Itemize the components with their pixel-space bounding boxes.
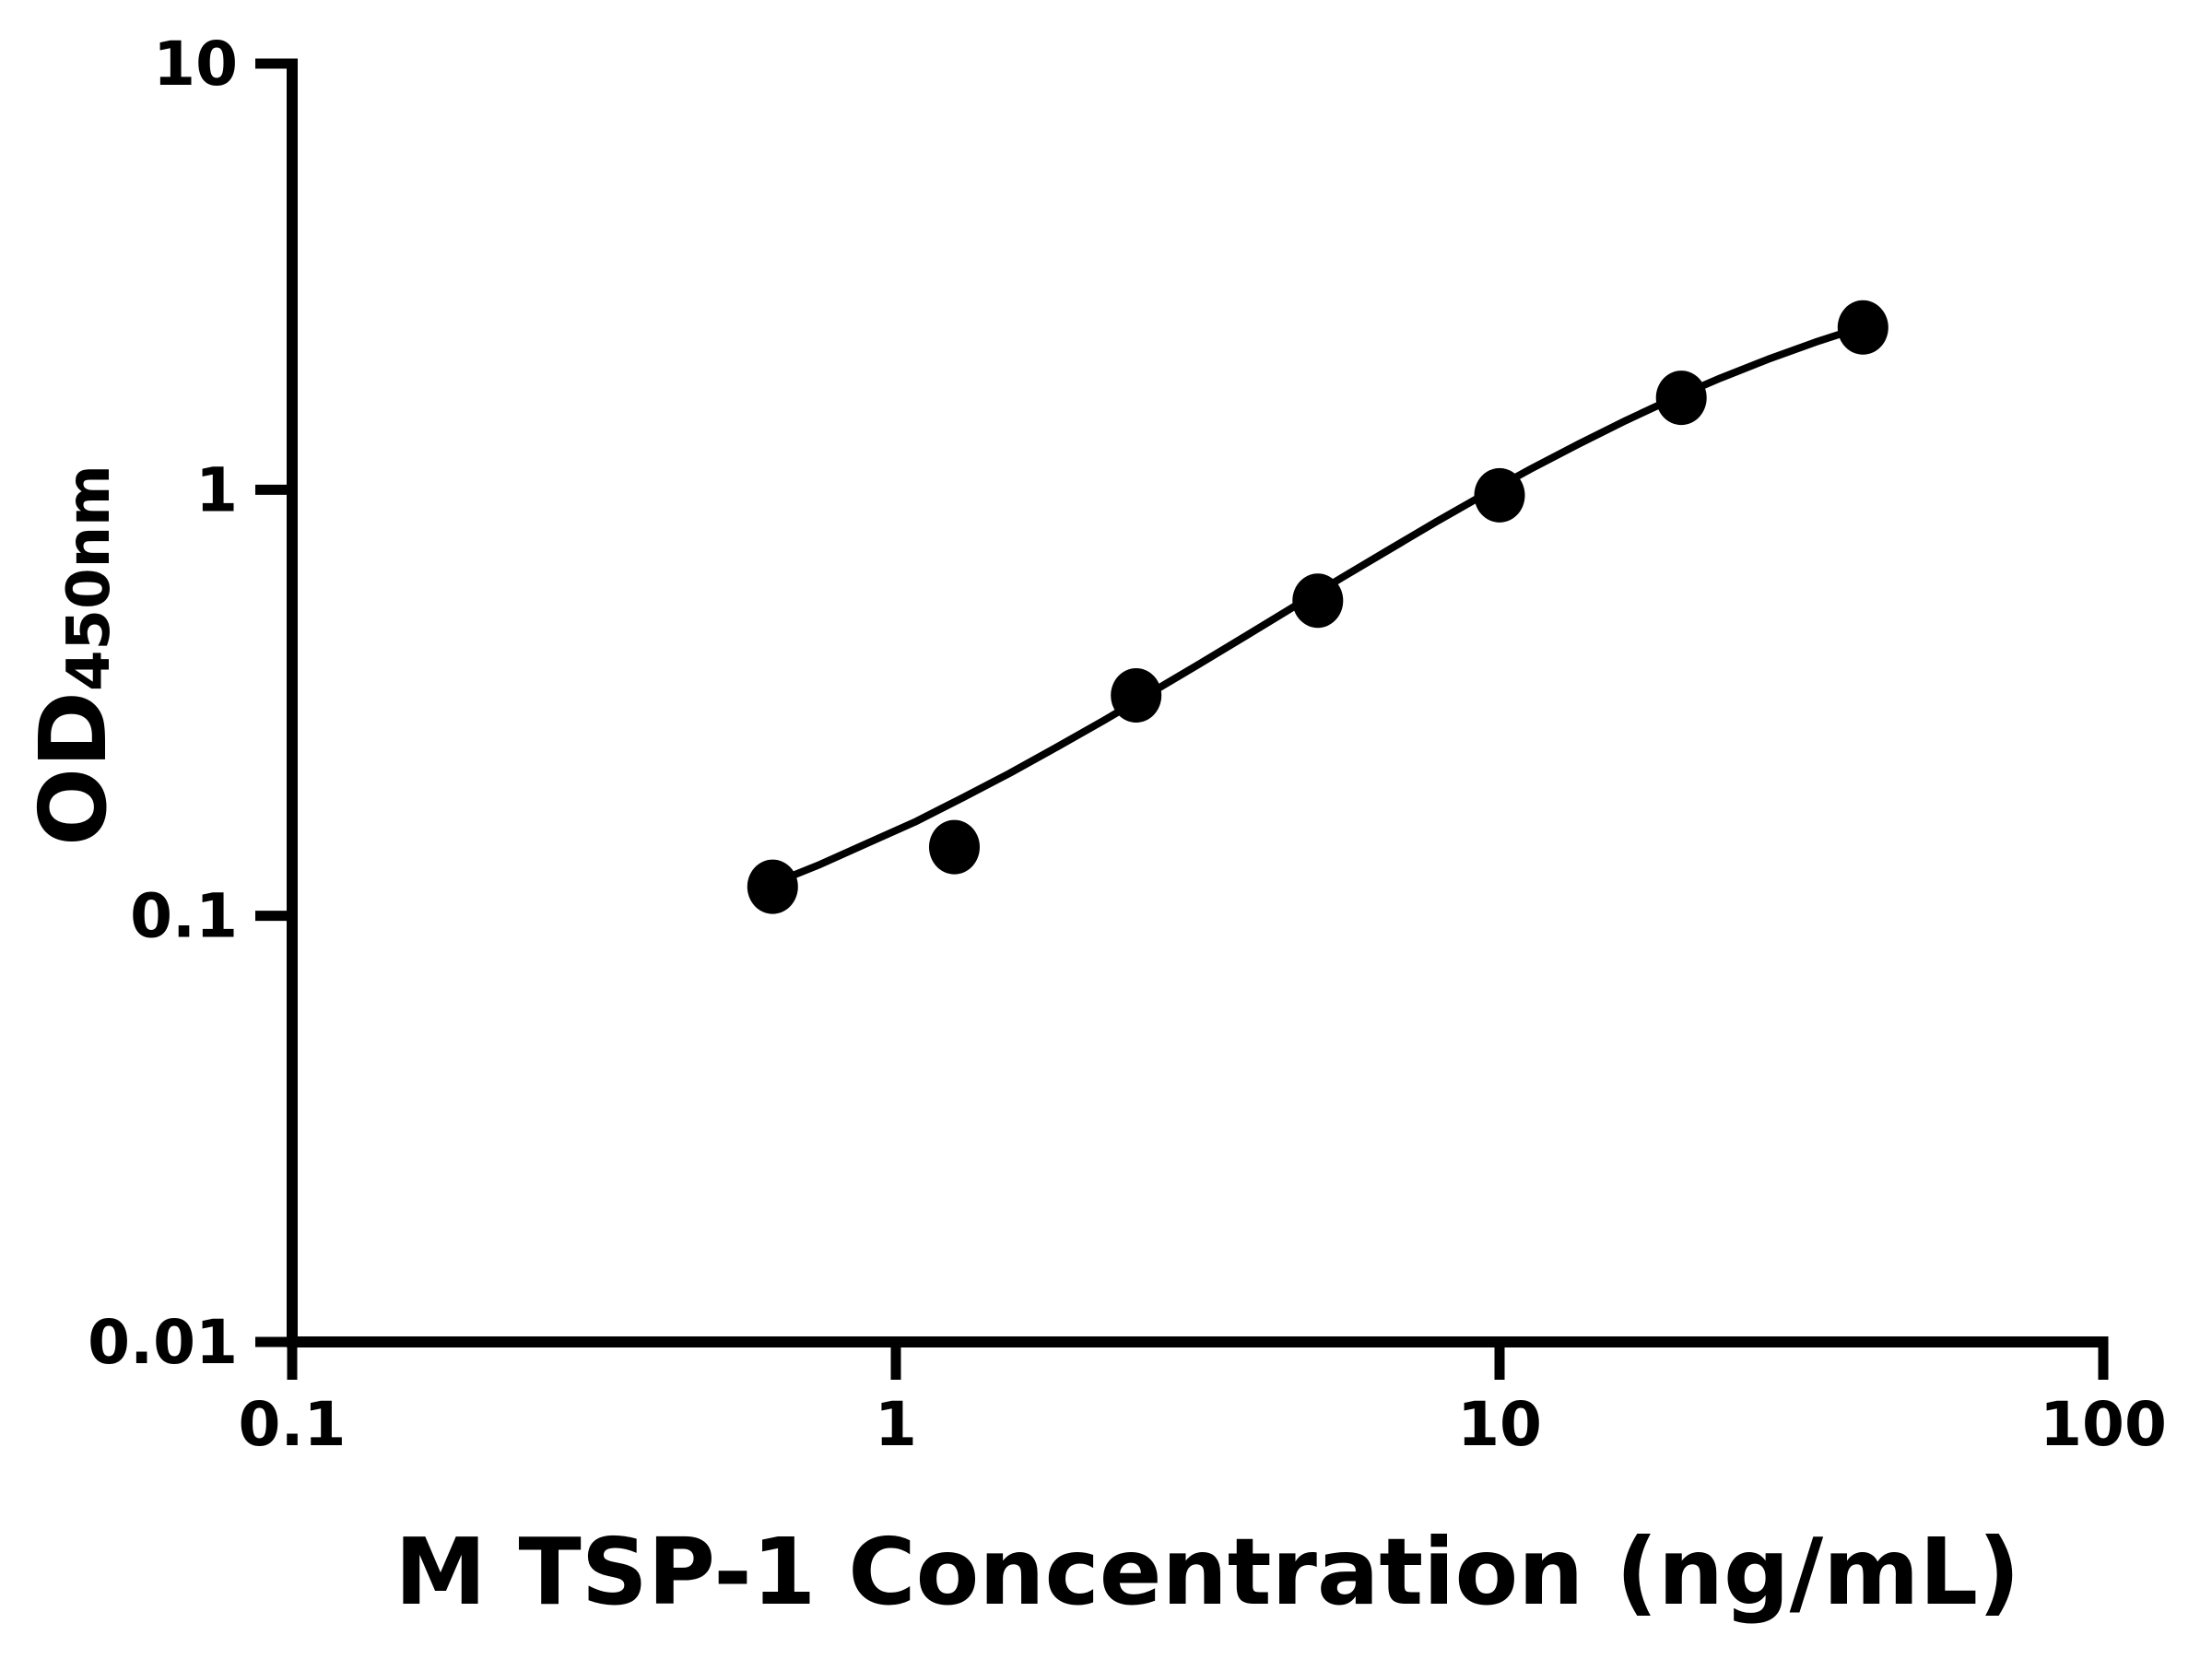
y-tick-label: 0.01 bbox=[88, 1307, 238, 1378]
y-tick-label: 0.1 bbox=[130, 881, 238, 952]
data-point bbox=[1292, 573, 1344, 629]
y-axis-title-main: OD bbox=[19, 691, 127, 846]
x-tick-label: 10 bbox=[1457, 1389, 1542, 1460]
y-axis-title: OD450nm bbox=[19, 465, 127, 846]
y-axis-title-subscript: 450nm bbox=[55, 465, 124, 691]
x-tick-label: 0.1 bbox=[239, 1389, 347, 1460]
data-point bbox=[1111, 668, 1162, 723]
data-point bbox=[747, 859, 798, 914]
x-axis-title: M TSP-1 Concentration (ng/mL) bbox=[394, 1518, 2020, 1626]
x-tick-label: 100 bbox=[2040, 1389, 2167, 1460]
data-point bbox=[929, 819, 980, 875]
data-point bbox=[1837, 300, 1888, 355]
data-point bbox=[1474, 467, 1525, 523]
x-tick-label: 1 bbox=[875, 1389, 917, 1460]
y-tick-label: 10 bbox=[153, 29, 238, 100]
data-point bbox=[1655, 371, 1707, 426]
y-tick-label: 1 bbox=[195, 454, 238, 525]
